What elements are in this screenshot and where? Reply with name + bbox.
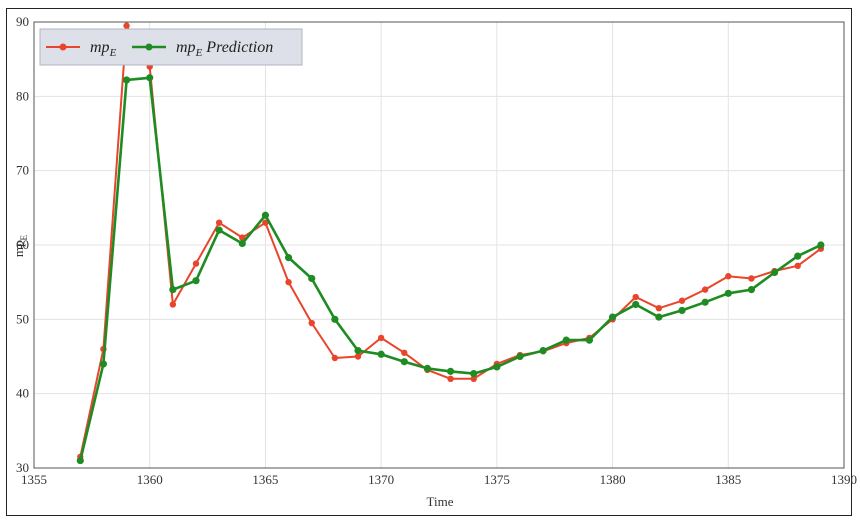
data-point (516, 352, 524, 361)
data-point (447, 375, 454, 382)
data-point (655, 304, 663, 312)
series-0 (77, 22, 825, 461)
x-tick-label: 1365 (252, 472, 278, 487)
data-point (678, 306, 686, 315)
data-point (770, 268, 779, 277)
data-point (632, 293, 639, 301)
data-point (585, 336, 594, 344)
y-tick-label: 90 (16, 14, 29, 29)
data-point (192, 260, 200, 267)
data-point (423, 364, 432, 372)
x-tick-label: 1370 (368, 472, 394, 487)
data-point (401, 349, 408, 356)
data-point (76, 456, 84, 465)
x-tick-label: 1380 (600, 472, 626, 487)
series-group (76, 22, 825, 465)
y-tick-label: 40 (16, 386, 29, 401)
data-point (215, 226, 223, 234)
data-point (331, 354, 339, 362)
data-point (377, 350, 385, 358)
y-tick-label: 30 (16, 460, 29, 475)
data-point (331, 315, 339, 323)
legend-box (39, 28, 303, 66)
data-point (747, 286, 756, 294)
data-point (123, 22, 130, 29)
data-point (284, 254, 293, 262)
data-point (308, 274, 316, 283)
x-tick-label: 1385 (715, 472, 741, 487)
data-point (239, 234, 246, 241)
data-point (470, 375, 477, 382)
data-point (308, 319, 315, 327)
legend: mpE mpE Prediction (39, 28, 303, 66)
y-tick-label: 60 (16, 237, 29, 252)
data-point (470, 369, 478, 378)
data-point (215, 219, 223, 226)
plot-area-border (33, 21, 845, 469)
data-point (493, 363, 501, 371)
data-point (748, 275, 755, 282)
legend-marker-mp (59, 43, 67, 51)
x-tick-label: 1355 (21, 472, 47, 487)
data-point (354, 353, 362, 360)
data-point (192, 277, 200, 285)
series-1 (76, 74, 825, 465)
x-axis-label: Time (427, 494, 454, 509)
data-point (794, 262, 801, 270)
x-axis-ticks: 1355 1360 1365 1370 1375 1380 1385 1390 (21, 472, 857, 487)
legend-marker-prediction (145, 43, 153, 51)
data-point (446, 367, 455, 375)
x-tick-label: 1360 (137, 472, 163, 487)
y-tick-label: 50 (16, 311, 29, 326)
data-point (377, 334, 385, 342)
series-line-0 (79, 24, 822, 458)
data-point (238, 239, 246, 248)
data-point (817, 241, 825, 249)
data-point (146, 74, 154, 82)
y-tick-label: 80 (16, 88, 29, 103)
data-point (262, 219, 269, 226)
data-point (400, 358, 408, 366)
x-tick-label: 1390 (831, 472, 857, 487)
y-axis-ticks: 30 40 50 60 70 80 90 (16, 14, 29, 475)
data-point (608, 313, 617, 321)
series-line-1 (79, 76, 822, 461)
data-point (632, 300, 640, 309)
y-axis-label: mpE (11, 234, 29, 257)
y-tick-label: 70 (16, 163, 29, 178)
data-point (701, 286, 709, 293)
data-point (725, 273, 732, 280)
data-point (99, 360, 108, 368)
data-point (261, 211, 270, 219)
data-point (539, 346, 547, 355)
data-point (724, 289, 732, 297)
data-point (169, 301, 177, 308)
data-point (122, 76, 131, 84)
x-tick-label: 1375 (484, 472, 510, 487)
grid (33, 21, 845, 469)
data-point (169, 286, 177, 294)
y-axis-label-sub: E (19, 234, 29, 240)
legend-label-prediction: mpE Prediction (176, 39, 273, 59)
data-point (285, 278, 292, 286)
data-point (655, 313, 663, 321)
data-point (678, 297, 686, 304)
data-point (354, 346, 362, 355)
y-axis-label-main: mp (11, 240, 26, 257)
chart-frame (6, 8, 852, 516)
data-point (701, 298, 709, 306)
data-point (794, 252, 802, 260)
data-point (562, 336, 570, 344)
legend-label-mp: mpE (90, 39, 117, 59)
